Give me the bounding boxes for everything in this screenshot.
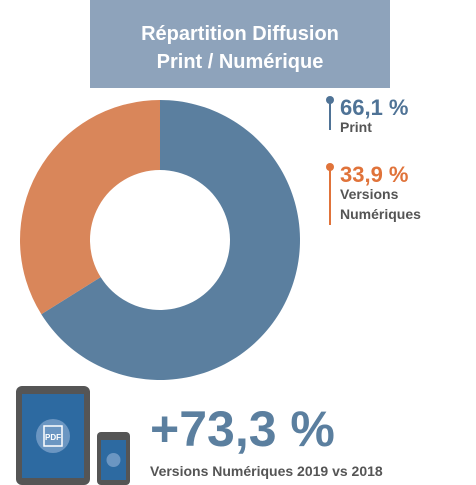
- device-icons: PDF: [16, 386, 130, 485]
- highlight-caption: Versions Numériques 2019 vs 2018: [150, 463, 383, 479]
- chart-subtitle: Print / Numérique: [157, 51, 324, 73]
- legend-value: 33,9 %: [340, 162, 409, 187]
- legend-value: 66,1 %: [340, 95, 409, 120]
- legend-label: Versions Numériques: [340, 186, 421, 222]
- legend-label: Print: [340, 119, 372, 135]
- legend-label-line: Versions: [340, 186, 399, 202]
- highlight-value: +73,3 %: [150, 401, 335, 457]
- legend-label-line: Numériques: [340, 206, 421, 222]
- svg-text:PDF: PDF: [45, 433, 61, 442]
- legend-label-line: Print: [340, 119, 372, 135]
- donut-slice: [20, 100, 161, 315]
- donut-slice: [41, 100, 301, 380]
- title-banner: [90, 0, 390, 88]
- chart-title: Répartition Diffusion: [141, 23, 339, 45]
